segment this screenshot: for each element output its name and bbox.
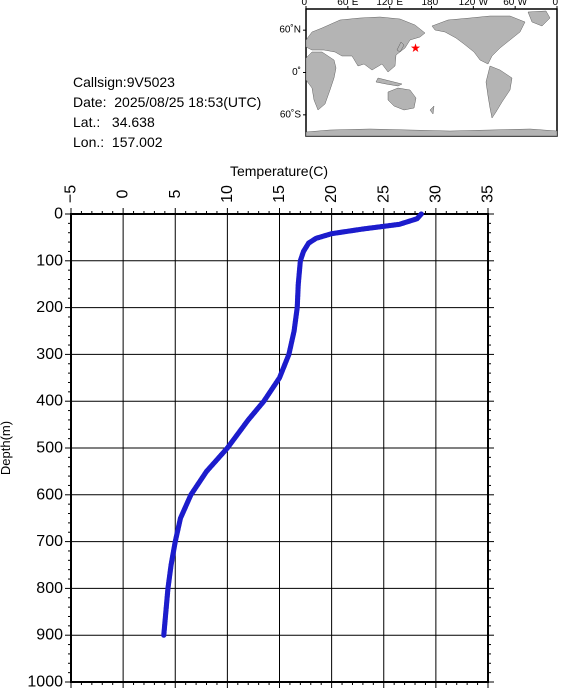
x-tick-label: 30	[427, 185, 444, 203]
map-lon-label: 120˚E	[376, 0, 403, 8]
map-lon-label: 120˚W	[459, 0, 489, 8]
y-tick-label: 200	[36, 299, 63, 316]
x-tick-label: 0	[115, 189, 132, 198]
y-tick-label: 0	[54, 206, 63, 223]
y-tick-label: 800	[36, 580, 63, 597]
map-lon-label: 60˚W	[503, 0, 527, 8]
map-land	[305, 10, 558, 137]
y-tick-label: 900	[36, 627, 63, 644]
y-tick-label: 300	[36, 346, 63, 363]
y-tick-label: 100	[36, 252, 63, 269]
y-axis-label: Depth(m)	[0, 421, 13, 475]
x-tick-label: 15	[271, 185, 288, 203]
callsign-text: Callsign:9V5023	[73, 74, 175, 90]
map-lat-label: 60˚N	[279, 24, 301, 36]
x-tick-label: 25	[375, 185, 392, 203]
station-marker: ★	[410, 41, 421, 55]
latitude-text: Lat.: 34.638	[73, 114, 155, 130]
station-info: Callsign:9V5023 Date: 2025/08/25 18:53(U…	[73, 72, 261, 152]
map-lon-label: 180˚	[421, 0, 441, 8]
map-lon-label: 60˚E	[337, 0, 358, 8]
map-lon-label: 0˚	[302, 0, 311, 8]
profile-point	[161, 632, 167, 638]
y-tick-label: 700	[36, 533, 63, 550]
x-tick-label: −5	[63, 185, 80, 203]
map-lon-label: 0˚	[553, 0, 562, 8]
y-tick-label: 1000	[27, 674, 63, 690]
date-text: Date: 2025/08/25 18:53(UTC)	[73, 94, 262, 110]
longitude-text: Lon.: 157.002	[73, 134, 163, 150]
map-lat-label: 0˚	[292, 66, 301, 78]
map-lat-label: 60˚S	[280, 108, 301, 120]
y-tick-label: 500	[36, 440, 63, 457]
x-axis-label: Temperature(C)	[230, 163, 328, 179]
y-tick-label: 400	[36, 393, 63, 410]
x-tick-label: 35	[480, 185, 497, 203]
x-tick-label: 20	[323, 185, 340, 203]
x-tick-label: 5	[167, 189, 184, 198]
x-tick-label: 10	[219, 185, 236, 203]
y-tick-label: 600	[36, 486, 63, 503]
